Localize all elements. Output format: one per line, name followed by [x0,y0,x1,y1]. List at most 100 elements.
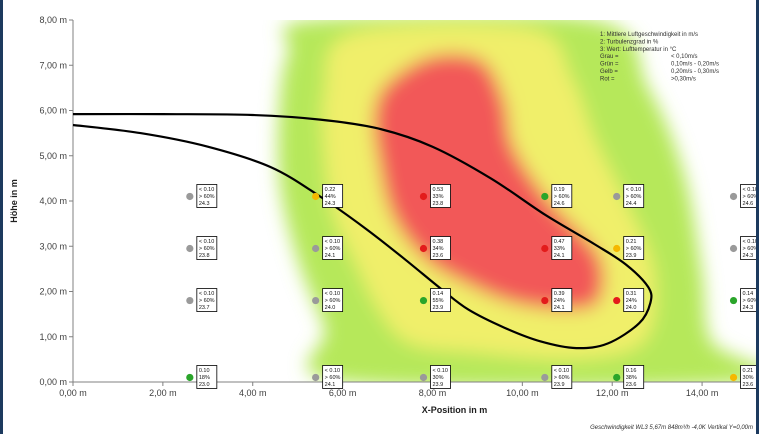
measurement-value: 34% [432,246,443,252]
measurement-value: < 0.10 [432,368,447,374]
measurement-label-box [623,184,645,208]
measurement-value: 18% [199,375,210,381]
measurement-value: 0.10 [199,368,210,374]
measurement-value: > 60% [626,246,642,252]
y-tick-label: 8,00 m [39,15,67,25]
measurement-value: < 0.10 [325,291,340,297]
measurement-point: 0.19> 60%24.6 [541,184,573,208]
measurement-value: 33% [432,194,443,200]
y-tick-label: 3,00 m [39,241,67,251]
measurement-label-box [322,365,344,389]
measurement-value: 30% [743,375,754,381]
measurement-label-box [623,236,645,260]
x-tick-label: 8,00 m [419,388,447,398]
measurement-value: 24.0 [325,305,336,311]
measurement-point: < 0.10> 60%24.3 [186,184,218,208]
measurement-label-box [322,236,344,260]
measurement-label-box [551,365,573,389]
measurement-dot [419,244,428,253]
measurement-value: 0.38 [432,239,443,245]
footer-note: Geschwindigkeit WL3 5,67m 848m³/h -4,0K … [590,425,753,431]
measurement-value: 44% [325,194,336,200]
measurement-value: 55% [432,298,443,304]
measurement-value: < 0.10 [626,187,641,193]
y-axis-label: Höhe in m [9,179,19,223]
measurement-value: > 60% [199,194,215,200]
measurement-label-box [322,288,344,312]
measurement-value: < 0.10 [743,187,756,193]
measurement-value: > 60% [325,298,341,304]
measurement-dot [186,373,194,382]
measurement-value: 23.6 [626,382,637,388]
measurement-dot [419,192,428,201]
measurement-point: < 0.10> 60%24.1 [312,236,344,260]
measurement-dot [419,373,428,382]
measurement-value: 24.0 [626,305,637,311]
measurement-dot [312,296,320,305]
x-tick-label: 10,00 m [506,388,539,398]
measurement-value: > 60% [626,194,642,200]
measurement-label-box [551,288,573,312]
legend-text: 2: Turbulenzgrad in % [600,39,659,45]
measurement-value: < 0.10 [554,368,569,374]
measurement-label-box [623,288,645,312]
measurement-value: 23.9 [554,382,565,388]
y-tick-label: 2,00 m [39,287,67,297]
measurement-dot [419,296,428,305]
measurement-dot [613,244,621,253]
y-tick-label: 5,00 m [39,151,67,161]
legend-text: Rot = [600,76,615,82]
measurement-value: > 60% [554,375,570,381]
measurement-point: < 0.10> 60%24.0 [312,288,344,312]
measurement-value: 30% [432,375,443,381]
chart-svg: 0,00 m 2,00 m 4,00 m 6,00 m 8,00 m 10,00 m 12,… [9,15,756,431]
measurement-label-box [196,184,218,208]
measurement-value: < 0.10 [325,368,340,374]
measurement-value: < 0.10 [199,239,214,245]
measurement-dot [541,244,549,253]
measurement-value: 0.14 [743,291,754,297]
x-tick-label: 0,00 m [59,388,87,398]
x-tick-label: 2,00 m [149,388,177,398]
measurement-dot [312,192,320,201]
measurement-label-box [623,365,645,389]
legend-range: < 0,10m/s [671,54,698,60]
legend-range: >0,30m/s [671,76,696,82]
measurement-point: < 0.10> 60%24.4 [613,184,645,208]
measurement-dot [541,296,549,305]
measurement-label-box [551,236,573,260]
measurement-label-box [196,288,218,312]
measurement-value: 0.21 [626,239,637,245]
measurement-dot [729,192,738,201]
x-tick-label: 12,00 m [596,388,629,398]
measurement-value: 0.14 [432,291,443,297]
measurement-value: < 0.10 [199,291,214,297]
x-tick-label: 6,00 m [329,388,357,398]
measurement-label-box [430,365,451,389]
y-tick-label: 7,00 m [39,60,67,70]
y-tick-label: 6,00 m [39,106,67,116]
legend: 1: Mittlere Luftgeschwindigkeit in m/s2:… [600,32,719,82]
measurement-value: 24.3 [743,253,754,259]
measurement-value: 23.9 [432,305,443,311]
measurement-dot [186,192,194,201]
measurement-value: 0.16 [626,368,637,374]
measurement-dot [186,296,194,305]
measurement-value: 0.19 [554,187,565,193]
x-axis-label: X-Position in m [422,405,488,415]
measurement-label-box [430,288,451,312]
measurement-value: < 0.10 [743,239,756,245]
measurement-value: 24.6 [743,201,754,207]
measurement-label-box [196,236,218,260]
measurement-label-box [740,236,756,260]
measurement-value: 24.4 [626,201,637,207]
measurement-dot [613,192,621,201]
